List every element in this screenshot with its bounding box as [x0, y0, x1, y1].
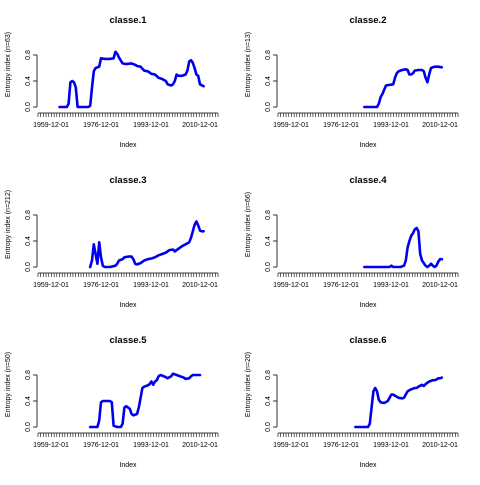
y-axis-label: Entropy index (n=66) — [245, 192, 252, 257]
x-tick-label: 1959-12-01 — [33, 282, 69, 289]
y-tick-label: 0.8 — [265, 370, 272, 380]
y-tick-label: 0.8 — [265, 210, 272, 220]
y-tick-label: 0.8 — [265, 50, 272, 60]
x-tick-label: 2010-12-01 — [422, 282, 458, 289]
y-tick-label: 0.0 — [265, 422, 272, 432]
x-axis-label: Index — [359, 302, 377, 309]
x-tick-label: 1976-12-01 — [323, 442, 359, 449]
y-tick-label: 0.0 — [265, 102, 272, 112]
y-axis-label: Entropy index (n=13) — [245, 32, 252, 97]
x-tick-label: 1959-12-01 — [273, 442, 309, 449]
x-tick-label: 2010-12-01 — [182, 442, 218, 449]
series-line-1 — [363, 226, 444, 269]
y-tick-label: 0.4 — [265, 236, 272, 246]
y-axis-label: Entropy index (n=63) — [5, 32, 12, 97]
y-tick-label: 0.4 — [265, 396, 272, 406]
chart-title: classe.2 — [350, 15, 387, 26]
x-tick-label: 2010-12-01 — [422, 122, 458, 129]
chart-title: classe.6 — [350, 335, 387, 346]
x-tick-label: 1959-12-01 — [273, 282, 309, 289]
x-tick-label: 2010-12-01 — [422, 442, 458, 449]
y-axis-label: Entropy index (n=50) — [5, 352, 12, 417]
y-axis-label: Entropy index (n=20) — [245, 352, 252, 417]
x-axis-label: Index — [359, 462, 377, 469]
x-tick-label: 1976-12-01 — [323, 122, 359, 129]
chart-panel-5: classe.5 0.0 0.4 0.8 Entropy index (n=50) 195… — [5, 335, 219, 469]
x-tick-label: 1959-12-01 — [273, 122, 309, 129]
y-tick-label: 0.8 — [25, 210, 32, 220]
y-tick-label: 0.0 — [25, 262, 32, 272]
chart-panel-4: classe.4 0.0 0.4 0.8 Entropy index (n=66) 195… — [245, 175, 459, 309]
x-tick-label: 1993-12-01 — [133, 282, 169, 289]
series-line-1 — [88, 372, 202, 429]
y-tick-label: 0.0 — [25, 422, 32, 432]
series-line-1 — [363, 65, 444, 109]
y-tick-label: 0.4 — [25, 396, 32, 406]
series-line-1 — [88, 220, 205, 269]
x-tick-label: 2010-12-01 — [182, 282, 218, 289]
chart-title: classe.4 — [350, 175, 388, 186]
y-tick-label: 0.0 — [25, 102, 32, 112]
x-tick-label: 2010-12-01 — [182, 122, 218, 129]
x-tick-label: 1993-12-01 — [373, 122, 409, 129]
x-axis-label: Index — [119, 302, 137, 309]
x-tick-label: 1959-12-01 — [33, 122, 69, 129]
chart-panel-1: classe.1 0.0 0.4 0.8 Entropy index (n=63) 195… — [5, 15, 219, 149]
y-tick-label: 0.4 — [265, 76, 272, 86]
chart-panel-3: classe.3 0.0 0.4 0.8 Entropy index (n=212) 19… — [5, 175, 219, 309]
y-axis-label: Entropy index (n=212) — [5, 190, 12, 259]
x-tick-label: 1993-12-01 — [373, 442, 409, 449]
x-tick-label: 1993-12-01 — [133, 122, 169, 129]
x-tick-label: 1976-12-01 — [323, 282, 359, 289]
chart-panel-6: classe.6 0.0 0.4 0.8 Entropy index (n=20) 195… — [245, 335, 459, 469]
x-tick-label: 1976-12-01 — [83, 282, 119, 289]
series-line-1 — [58, 50, 205, 109]
y-tick-label: 0.8 — [25, 370, 32, 380]
x-tick-label: 1993-12-01 — [133, 442, 169, 449]
x-tick-label: 1993-12-01 — [373, 282, 409, 289]
y-tick-label: 0.4 — [25, 76, 32, 86]
chart-title: classe.1 — [110, 15, 148, 26]
chart-panel-2: classe.2 0.0 0.4 0.8 Entropy index (n=13) 195… — [245, 15, 459, 149]
y-tick-label: 0.4 — [25, 236, 32, 246]
chart-title: classe.3 — [110, 175, 147, 186]
x-axis-label: Index — [119, 462, 137, 469]
y-tick-label: 0.0 — [265, 262, 272, 272]
x-tick-label: 1976-12-01 — [83, 122, 119, 129]
x-tick-label: 1959-12-01 — [33, 442, 69, 449]
series-line-1 — [354, 376, 444, 429]
x-tick-label: 1976-12-01 — [83, 442, 119, 449]
chart-title: classe.5 — [110, 335, 148, 346]
x-axis-label: Index — [119, 142, 137, 149]
y-tick-label: 0.8 — [25, 50, 32, 60]
x-axis-label: Index — [359, 142, 377, 149]
